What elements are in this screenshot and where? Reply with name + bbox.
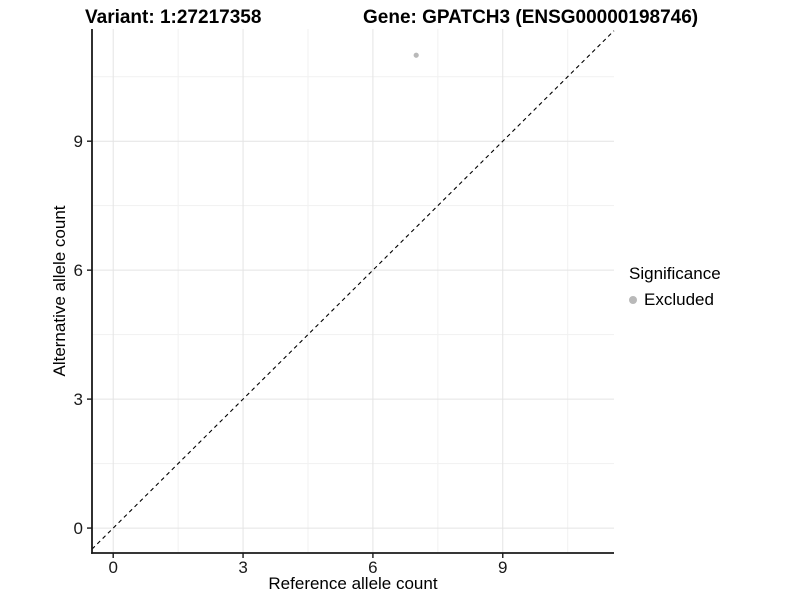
x-tick-label: 0 (108, 558, 117, 577)
y-tick-label: 0 (74, 519, 83, 538)
x-tick-label: 3 (238, 558, 247, 577)
legend: Significance Excluded (629, 264, 721, 310)
y-tick-label: 3 (74, 390, 83, 409)
y-axis-title: Alternative allele count (50, 205, 69, 377)
x-tick-label: 9 (498, 558, 507, 577)
gene-title: Gene: GPATCH3 (ENSG00000198746) (363, 7, 699, 28)
x-axis-title: Reference allele count (268, 574, 438, 593)
x-tick-label: 6 (368, 558, 377, 577)
legend-title: Significance (629, 264, 721, 283)
variant-title: Variant: 1:27217358 (85, 7, 262, 28)
y-tick-label: 9 (74, 132, 83, 151)
data-point (413, 52, 419, 58)
excluded-point-icon (629, 296, 637, 304)
legend-item-excluded: Excluded (629, 290, 721, 310)
identity-dashed-line (91, 30, 615, 550)
y-tick-label: 6 (74, 261, 83, 280)
legend-item-label: Excluded (644, 290, 714, 309)
